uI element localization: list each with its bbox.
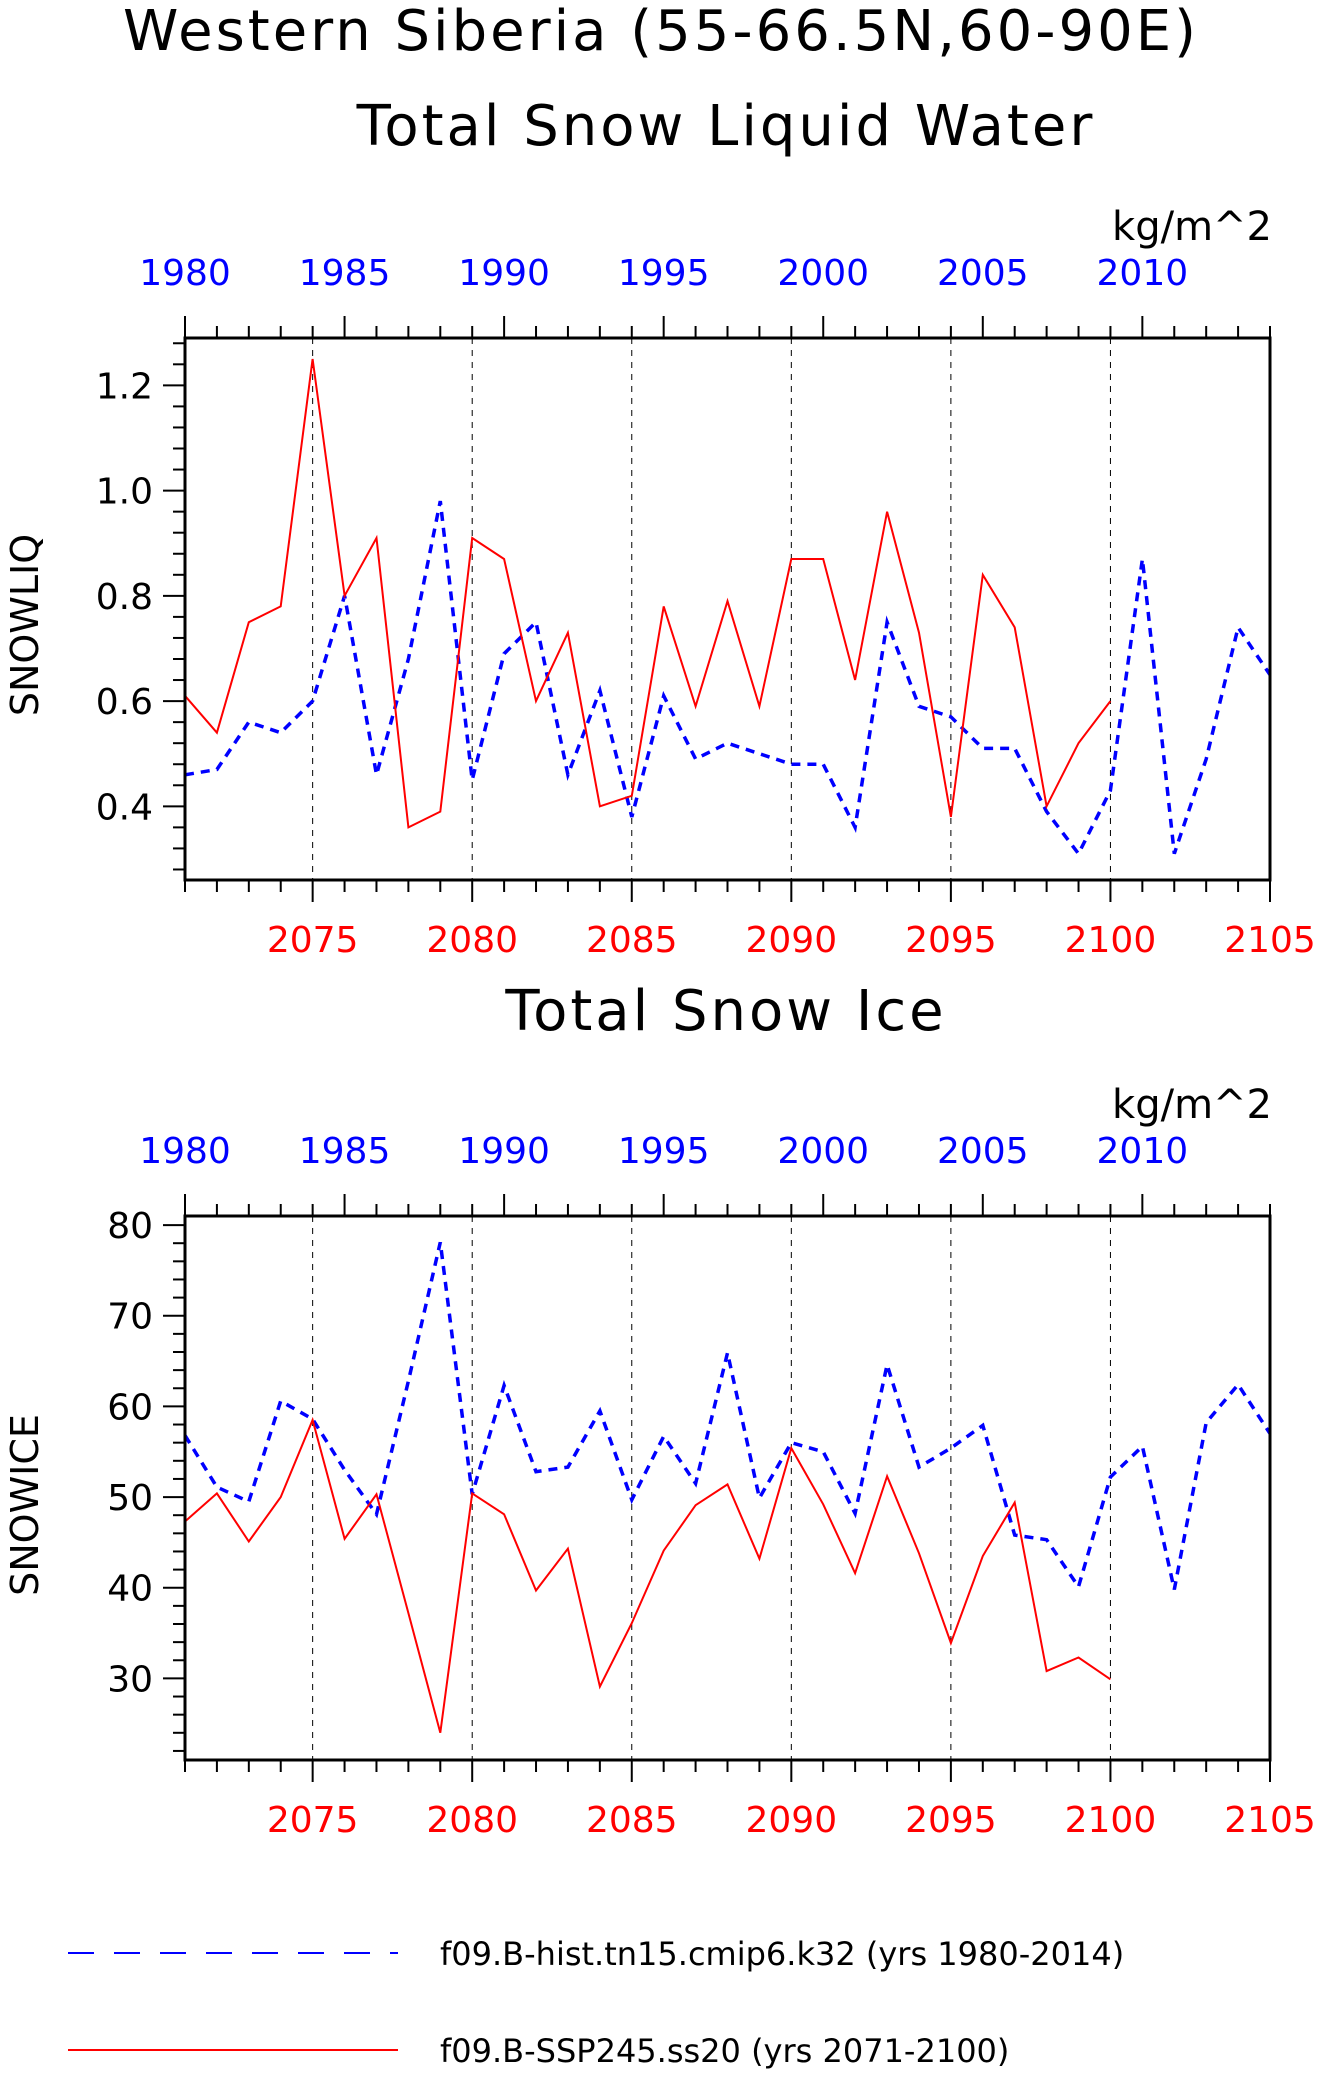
x-tick-label-bottom: 2085 (586, 920, 678, 961)
x-tick-label-bottom: 2105 (1224, 920, 1316, 961)
x-tick-label-top: 2010 (1097, 253, 1189, 294)
x-tick-label-top: 1980 (139, 253, 231, 294)
x-tick-label-bottom: 2080 (426, 920, 518, 961)
x-tick-label-top: 2005 (937, 253, 1029, 294)
x-tick-label-bottom: 2105 (1224, 1800, 1316, 1841)
x-tick-label-top: 1990 (458, 253, 550, 294)
y-tick-label: 70 (107, 1297, 153, 1338)
x-tick-label-top: 1980 (139, 1131, 231, 1172)
x-tick-label-bottom: 2080 (426, 1800, 518, 1841)
x-tick-label-top: 1995 (618, 253, 710, 294)
x-tick-label-bottom: 2095 (905, 920, 997, 961)
x-tick-label-bottom: 2085 (586, 1800, 678, 1841)
y-tick-label: 0.6 (96, 682, 153, 723)
x-tick-label-bottom: 2090 (746, 920, 838, 961)
x-tick-label-top: 1995 (618, 1131, 710, 1172)
legend-label-ssp: f09.B-SSP245.ss20 (yrs 2071-2100) (440, 2032, 1009, 2070)
x-tick-label-top: 2005 (937, 1131, 1029, 1172)
y-axis-label: SNOWLIQ (3, 534, 47, 716)
series-line-ssp (184, 1416, 1111, 1734)
x-tick-label-top: 1990 (458, 1131, 550, 1172)
units-label: kg/m^2 (1112, 1082, 1272, 1128)
y-tick-label: 0.4 (96, 787, 153, 828)
legend: f09.B-hist.tn15.cmip6.k32 (yrs 1980-2014… (68, 1935, 1124, 2070)
x-tick-label-bottom: 2090 (746, 1800, 838, 1841)
y-tick-label: 80 (107, 1206, 153, 1247)
series-line-hist (184, 500, 1272, 857)
y-tick-label: 30 (107, 1659, 153, 1700)
y-tick-label: 0.8 (96, 577, 153, 618)
x-tick-label-top: 2000 (777, 1131, 869, 1172)
y-tick-label: 60 (107, 1387, 153, 1428)
panel-title: Total Snow Ice (504, 979, 946, 1044)
series-line-ssp (184, 358, 1112, 829)
figure-title: Western Siberia (55-66.5N,60-90E) (123, 0, 1199, 64)
panel-snowice: Total Snow Ice kg/m^2 SNOWICE 2075 2080 20… (3, 979, 1316, 1841)
series-line-hist (183, 1241, 1272, 1591)
y-tick-label: 50 (107, 1478, 153, 1519)
x-tick-label-bottom: 2100 (1065, 920, 1157, 961)
units-label: kg/m^2 (1112, 204, 1272, 250)
legend-label-hist: f09.B-hist.tn15.cmip6.k32 (yrs 1980-2014… (440, 1935, 1124, 1973)
x-tick-label-bottom: 2075 (267, 920, 359, 961)
x-tick-label-bottom: 2100 (1065, 1800, 1157, 1841)
x-tick-label-top: 1985 (299, 1131, 391, 1172)
x-tick-label-bottom: 2075 (267, 1800, 359, 1841)
y-tick-label: 1.0 (96, 472, 153, 513)
x-tick-label-top: 1985 (299, 253, 391, 294)
y-tick-label: 40 (107, 1569, 153, 1610)
panel-snowliq: Total Snow Liquid Water kg/m^2 SNOWLIQ 2… (3, 94, 1316, 961)
y-tick-label: 1.2 (96, 366, 153, 407)
x-tick-label-bottom: 2095 (905, 1800, 997, 1841)
panel-title: Total Snow Liquid Water (356, 94, 1096, 159)
y-axis-label: SNOWICE (3, 1414, 47, 1596)
x-tick-label-top: 2000 (777, 253, 869, 294)
x-tick-label-top: 2010 (1097, 1131, 1189, 1172)
